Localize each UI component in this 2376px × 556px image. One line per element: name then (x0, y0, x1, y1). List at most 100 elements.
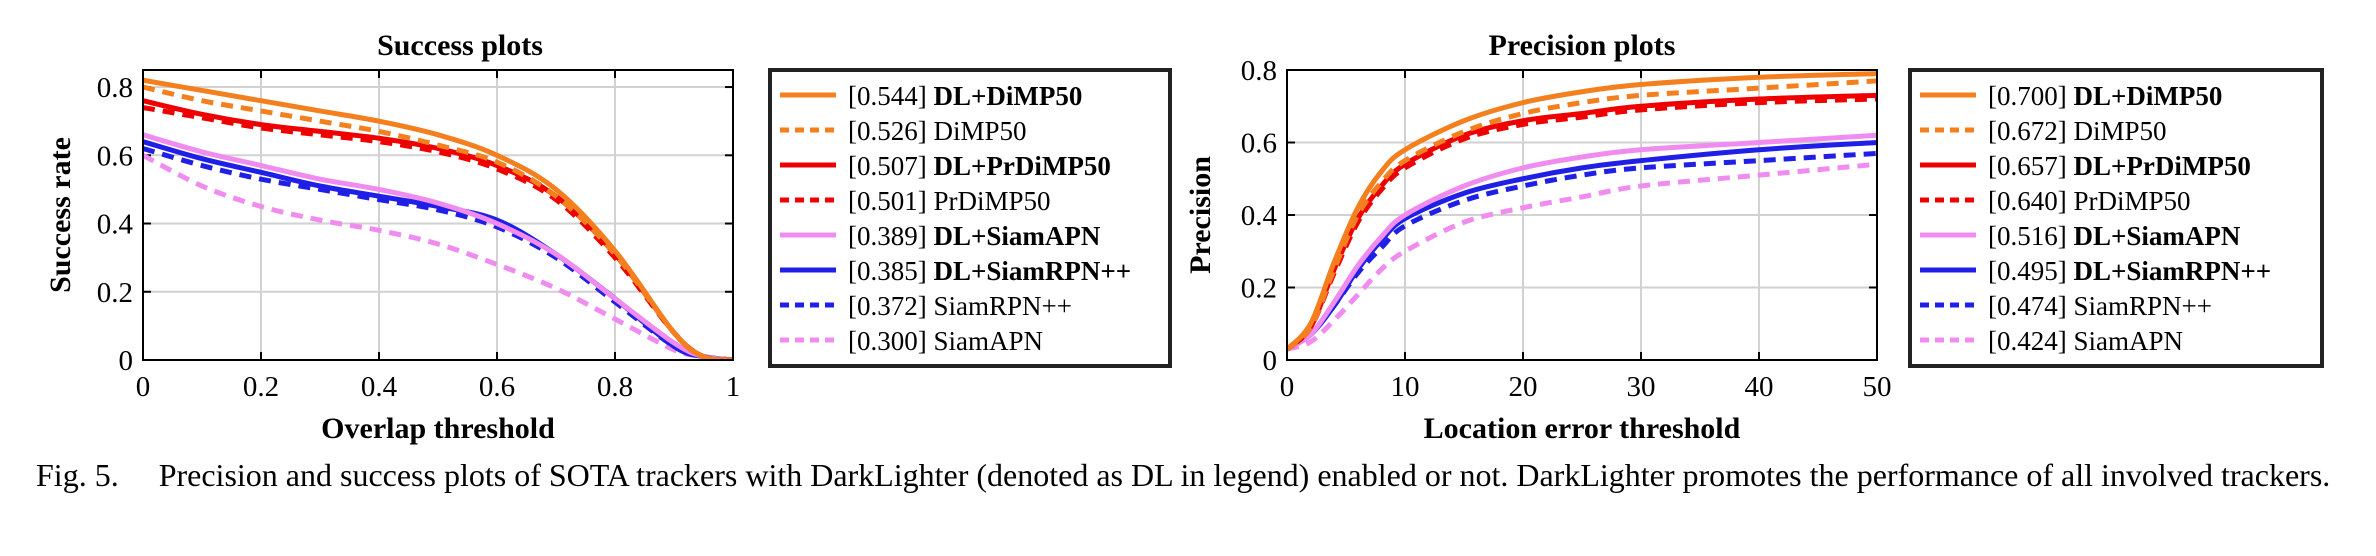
x-tick-label: 0.4 (361, 371, 398, 403)
legend-entry: [0.640] PrDiMP50 (1988, 186, 2191, 216)
series-line (143, 77, 733, 360)
legend-label: PrDiMP50 (933, 186, 1050, 216)
legend-entry: [0.424] SiamAPN (1988, 326, 2183, 356)
legend-label: DL+SiamRPN++ (933, 256, 1131, 286)
figure-caption: Fig. 5. Precision and success plots of SO… (36, 455, 2341, 495)
caption-text: Precision and success plots of SOTA trac… (158, 457, 2331, 493)
legend-entry: [0.385] DL+SiamRPN++ (848, 256, 1131, 286)
legend-score: [0.474] (1988, 291, 2073, 321)
legend-entry: [0.516] DL+SiamAPN (1988, 221, 2241, 251)
legend-entry: [0.300] SiamAPN (848, 326, 1043, 356)
y-tick-label: 0.8 (97, 72, 133, 104)
series-line (1287, 96, 1877, 352)
legend-score: [0.372] (848, 291, 933, 321)
series-line (1287, 132, 1877, 352)
legend-entry: [0.389] DL+SiamAPN (848, 221, 1101, 251)
legend-score: [0.389] (848, 221, 933, 251)
legend-label: DiMP50 (2073, 116, 2166, 146)
chart-title: Success plots (377, 29, 543, 62)
x-tick-label: 30 (1627, 371, 1656, 403)
x-tick-label: 20 (1509, 371, 1538, 403)
series-group (1287, 71, 1877, 352)
legend-entry: [0.672] DiMP50 (1988, 116, 2167, 146)
x-tick-label: 1 (726, 371, 741, 403)
legend-label: SiamAPN (933, 326, 1043, 356)
chart-title: Precision plots (1489, 29, 1676, 62)
legend: [0.544] DL+DiMP50[0.526] DiMP50[0.507] D… (768, 68, 1172, 368)
x-tick-label: 0 (1280, 371, 1295, 403)
y-tick-label: 0.4 (97, 209, 134, 241)
series-group (143, 77, 733, 360)
legend-score: [0.526] (848, 116, 933, 146)
legend-score: [0.495] (1988, 256, 2073, 286)
axes-box (142, 69, 734, 361)
legend-entry: [0.544] DL+DiMP50 (848, 81, 1082, 111)
legend-score: [0.300] (848, 326, 933, 356)
legend-score: [0.672] (1988, 116, 2073, 146)
legend-label: DL+PrDiMP50 (933, 151, 1110, 181)
y-tick-label: 0.6 (1241, 128, 1277, 160)
axes-box (1286, 69, 1878, 361)
legend-label: DL+DiMP50 (933, 81, 1082, 111)
legend-score: [0.544] (848, 81, 933, 111)
series-line (1287, 71, 1877, 351)
legend-label: DL+SiamAPN (2073, 221, 2240, 251)
legend-score: [0.516] (1988, 221, 2073, 251)
legend-entry: [0.700] DL+DiMP50 (1988, 81, 2222, 111)
x-tick-label: 10 (1391, 371, 1420, 403)
y-tick-label: 0.8 (1241, 55, 1277, 87)
legend-entry: [0.657] DL+PrDiMP50 (1988, 151, 2251, 181)
legend-label: DL+DiMP50 (2073, 81, 2222, 111)
legend-score: [0.640] (1988, 186, 2073, 216)
chart-precision: Precision plots 0 10 20 30 40 50 0 0.2 0.4 0.6 0.8 L… (1184, 29, 2324, 445)
legend-score: [0.700] (1988, 81, 2073, 111)
y-tick-label: 0.6 (97, 140, 133, 172)
x-tick-label: 0 (136, 371, 151, 403)
y-axis-label: Success rate (44, 137, 77, 293)
legend-label: SiamRPN++ (933, 291, 1071, 321)
y-tick-label: 0 (1263, 345, 1278, 377)
x-axis-label: Overlap threshold (321, 412, 555, 445)
series-line (1287, 161, 1877, 352)
legend-entry: [0.507] DL+PrDiMP50 (848, 151, 1111, 181)
series-line (143, 153, 733, 360)
legend-entry: [0.501] PrDiMP50 (848, 186, 1051, 216)
legend: [0.700] DL+DiMP50[0.672] DiMP50[0.657] D… (1908, 68, 2324, 368)
legend-label: DiMP50 (933, 116, 1026, 146)
legend-entry: [0.474] SiamRPN++ (1988, 291, 2212, 321)
legend-score: [0.657] (1988, 151, 2073, 181)
series-line (143, 146, 733, 360)
legend-label: DL+PrDiMP50 (2073, 151, 2250, 181)
y-tick-label: 0.2 (97, 277, 133, 309)
legend-label: SiamRPN++ (2073, 291, 2211, 321)
legend-score: [0.385] (848, 256, 933, 286)
legend-score: [0.501] (848, 186, 933, 216)
legend-entry: [0.526] DiMP50 (848, 116, 1027, 146)
x-tick-label: 50 (1863, 371, 1892, 403)
chart-success: Success plots 0 0.2 0.4 0.6 0.8 1 0 0.2 0.4 0.6 0.8… (44, 29, 1172, 445)
legend-box (768, 68, 1172, 368)
series-line (1287, 92, 1877, 352)
legend-label: DL+SiamRPN++ (2073, 256, 2271, 286)
legend-score: [0.424] (1988, 326, 2073, 356)
legend-label: DL+SiamAPN (933, 221, 1100, 251)
x-tick-label: 0.6 (479, 371, 515, 403)
x-tick-label: 40 (1745, 371, 1774, 403)
y-tick-label: 0.4 (1241, 200, 1278, 232)
x-tick-label: 0.8 (597, 371, 633, 403)
x-axis-label: Location error threshold (1424, 412, 1741, 445)
y-tick-label: 0 (119, 345, 134, 377)
legend-label: SiamAPN (2073, 326, 2183, 356)
legend-box (1908, 68, 2324, 368)
y-axis-label: Precision (1184, 156, 1217, 274)
series-line (143, 132, 733, 360)
legend-label: PrDiMP50 (2073, 186, 2190, 216)
caption-label: Fig. 5. (36, 457, 119, 493)
x-tick-label: 0.2 (243, 371, 279, 403)
series-line (1287, 78, 1877, 352)
legend-entry: [0.495] DL+SiamRPN++ (1988, 256, 2271, 286)
legend-score: [0.507] (848, 151, 933, 181)
y-tick-label: 0.2 (1241, 273, 1277, 305)
